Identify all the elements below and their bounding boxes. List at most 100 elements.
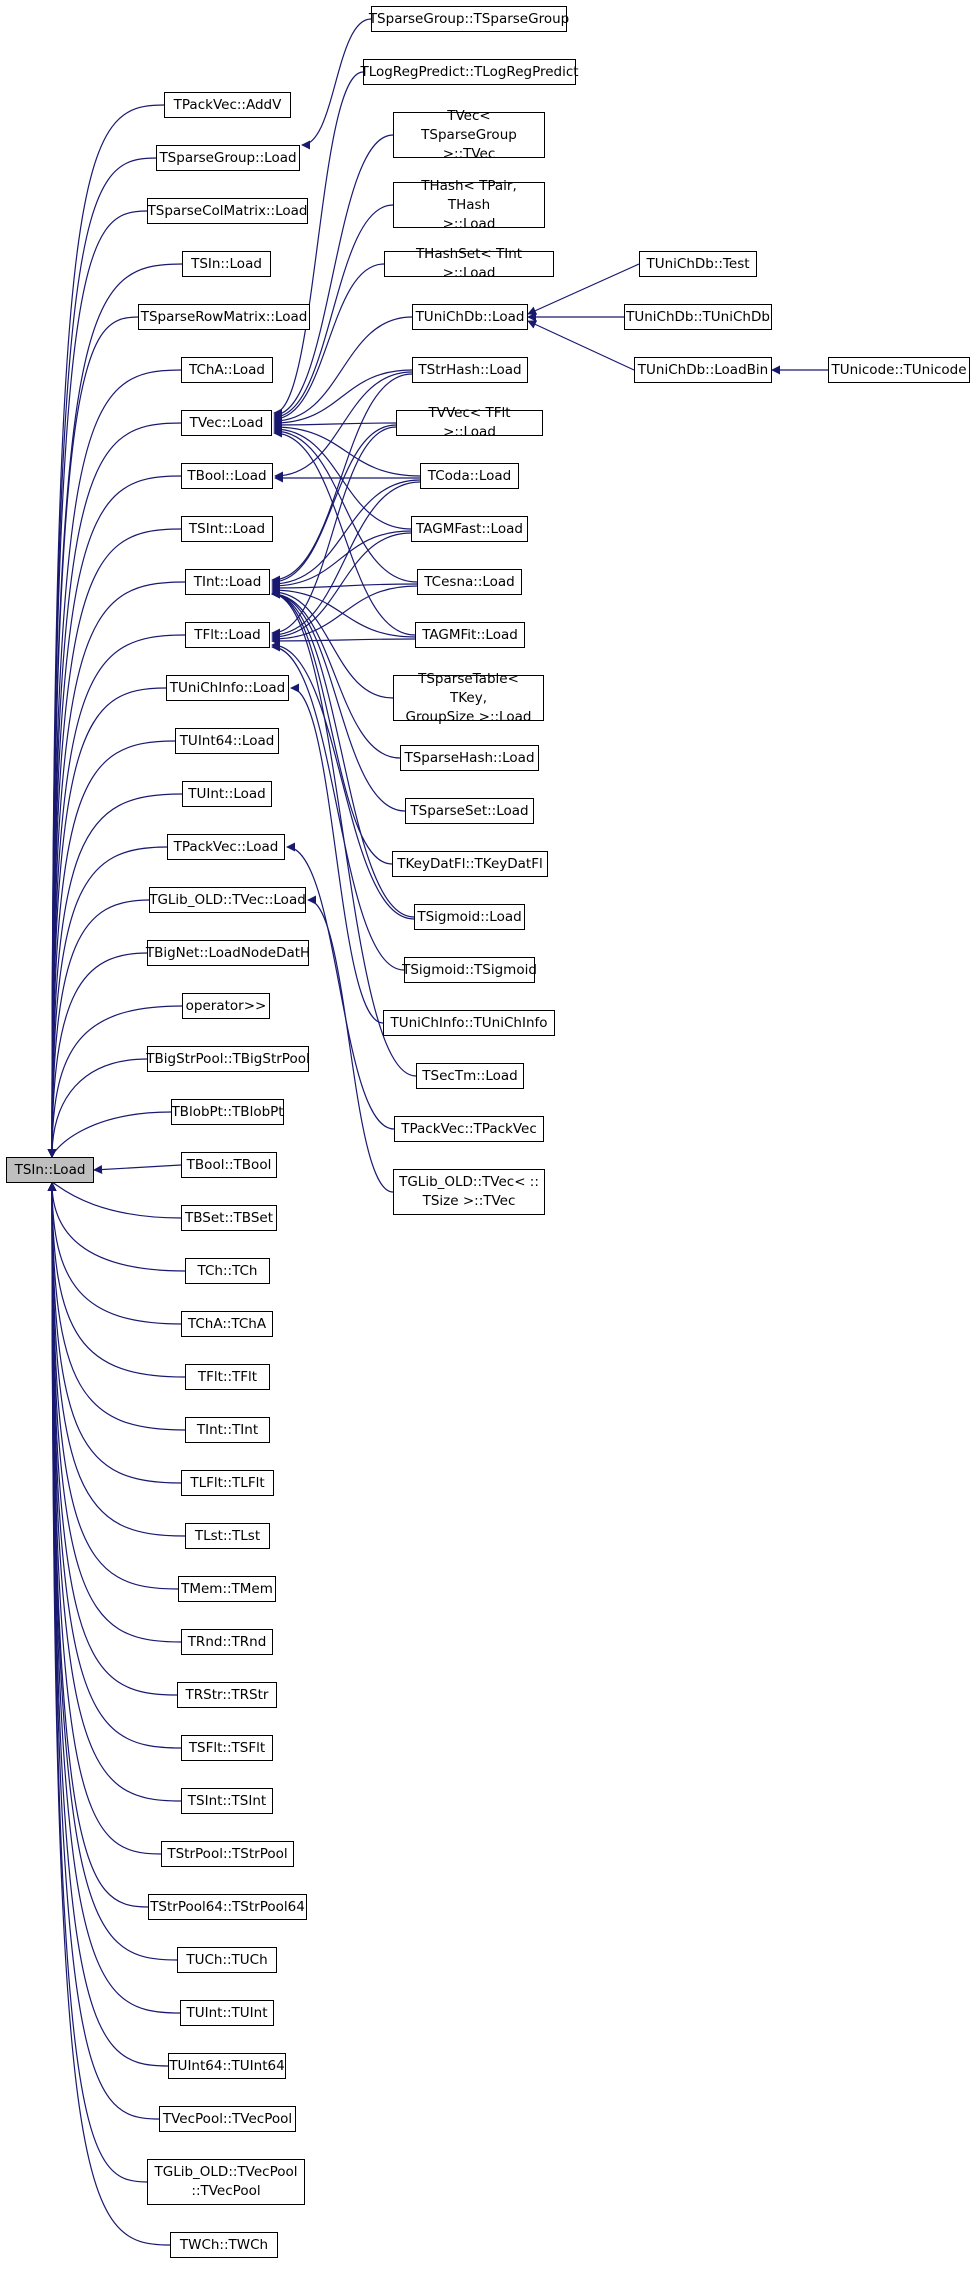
node-tsflt-tsflt[interactable]: TSFlt::TSFlt: [181, 1735, 273, 1761]
node-tglib-old-tvec-size-tvec[interactable]: TGLib_OLD::TVec< :: TSize >::TVec: [393, 1169, 545, 1215]
node-tsin-load-2[interactable]: TSIn::Load: [182, 251, 271, 277]
node-tcesna-load[interactable]: TCesna::Load: [417, 569, 522, 595]
node-tpackvec-addv[interactable]: TPackVec::AddV: [164, 92, 291, 118]
edge-tvec-tsg: [273, 134, 394, 420]
node-tunichinfo-tunichinfo[interactable]: TUniChInfo::TUniChInfo: [383, 1010, 555, 1036]
node-tsectm-load[interactable]: TSecTm::Load: [416, 1063, 524, 1089]
node-tmem-tmem[interactable]: TMem::TMem: [178, 1576, 276, 1602]
node-tagmfit-load[interactable]: TAGMFit::Load: [415, 622, 525, 648]
node-tvec-tsparsegroup-tvec[interactable]: TVec< TSparseGroup >::TVec: [393, 108, 545, 162]
node-tcha-load[interactable]: TChA::Load: [181, 357, 273, 383]
node-tsparsegroup-tsparsegroup[interactable]: TSparseGroup::TSparseGroup: [369, 6, 569, 32]
node-tsparsecolmatrix-load[interactable]: TSparseColMatrix::Load: [147, 198, 308, 224]
node-tvvec-tflt-load[interactable]: TVVec< TFlt >::Load: [396, 405, 543, 440]
edge-caller-0: [47, 104, 165, 1158]
node-tstrhash-load[interactable]: TStrHash::Load: [412, 357, 528, 383]
node-tbool-load[interactable]: TBool::Load: [181, 463, 273, 489]
node-tsparsehash-load[interactable]: TSparseHash::Load: [400, 745, 539, 771]
node-tunicode-tunicode[interactable]: TUnicode::TUnicode: [828, 357, 970, 383]
node-thashset-tint-load[interactable]: THashSet< TInt >::Load: [384, 246, 554, 281]
edge-tagmfit-tflt: [271, 636, 416, 646]
edge-caller-35: [47, 1182, 178, 1961]
node-tpackvec-tpackvec[interactable]: TPackVec::TPackVec: [394, 1116, 544, 1142]
edge-thash: [273, 204, 394, 422]
node-tsint-tsint[interactable]: TSInt::TSInt: [181, 1788, 273, 1814]
node-tblobpt-tblobpt[interactable]: TBlobPt::TBlobPt: [171, 1099, 284, 1125]
node-tlflt-tlflt[interactable]: TLFlt::TLFlt: [181, 1470, 274, 1496]
edge-thashset: [273, 263, 385, 424]
edge-caller-38: [47, 1182, 160, 2120]
node-tuint-tuint[interactable]: TUInt::TUInt: [180, 2000, 274, 2026]
node-tbigstrpool-tbigstrpool[interactable]: TBigStrPool::TBigStrPool: [146, 1046, 310, 1072]
node-tcoda-load[interactable]: TCoda::Load: [420, 463, 519, 489]
edge-tsg-tsg: [301, 18, 372, 150]
node-tlst-tlst[interactable]: TLst::TLst: [185, 1523, 270, 1549]
node-tunichdb-test[interactable]: TUniChDb::Test: [639, 251, 757, 277]
edge-tstrhash-tbool: [274, 371, 413, 481]
node-tsint-load[interactable]: TSInt::Load: [181, 516, 273, 542]
edge-caller-13: [47, 793, 183, 1158]
edge-caller-16: [47, 952, 148, 1158]
node-trnd-trnd[interactable]: TRnd::TRnd: [181, 1629, 273, 1655]
edge-tcesna-tflt: [271, 585, 418, 644]
node-tbool-tbool[interactable]: TBool::TBool: [181, 1152, 277, 1178]
node-tsigmoid-tsigmoid[interactable]: TSigmoid::TSigmoid: [402, 957, 537, 983]
node-tglib-old-tvecpool[interactable]: TGLib_OLD::TVecPool ::TVecPool: [147, 2159, 305, 2205]
edge-caller-26: [47, 1182, 182, 1484]
edge-tsigmoid2-tflt: [271, 642, 405, 971]
edge-tkeydatfl-tint: [271, 589, 393, 865]
node-twch-twch[interactable]: TWCh::TWCh: [170, 2232, 278, 2258]
edge-tcoda-tvec: [273, 422, 421, 477]
node-tagmfast-load[interactable]: TAGMFast::Load: [411, 516, 528, 542]
node-tglib-old-tvec-load[interactable]: TGLib_OLD::TVec::Load: [149, 887, 306, 913]
node-thash-tpair-load[interactable]: THash< TPair, THash >::Load: [393, 178, 545, 232]
node-tint-load[interactable]: TInt::Load: [185, 569, 270, 595]
node-tch-tch[interactable]: TCh::TCh: [185, 1258, 270, 1284]
edge-caller-19: [47, 1111, 172, 1158]
edge-caller-18: [47, 1058, 148, 1158]
node-tsparsetable-load[interactable]: TSparseTable< TKey, GroupSize >::Load: [393, 671, 544, 725]
node-tint-tint[interactable]: TInt::TInt: [185, 1417, 270, 1443]
node-tvecpool-tvecpool[interactable]: TVecPool::TVecPool: [159, 2106, 296, 2132]
edge-tcoda-tflt: [271, 481, 421, 640]
edge-tcoda-tint: [271, 479, 421, 589]
node-tunichinfo-load[interactable]: TUniChInfo::Load: [166, 675, 289, 701]
node-tsparsegroup-load[interactable]: TSparseGroup::Load: [156, 145, 300, 171]
node-tsigmoid-load[interactable]: TSigmoid::Load: [414, 904, 525, 930]
node-tstrpool-tstrpool[interactable]: TStrPool::TStrPool: [161, 1841, 294, 1867]
node-tunichdb-load[interactable]: TUniChDb::Load: [412, 304, 528, 330]
node-tbignet-loadnodedath[interactable]: TBigNet::LoadNodeDatH: [146, 940, 310, 966]
node-tbset-tbset[interactable]: TBSet::TBSet: [181, 1205, 277, 1231]
node-tunichdb-tunichdb[interactable]: TUniChDb::TUniChDb: [624, 304, 772, 330]
node-tflt-load[interactable]: TFlt::Load: [185, 622, 270, 648]
edge-caller-17: [47, 1005, 183, 1158]
node-trstr-trstr[interactable]: TRStr::TRStr: [177, 1682, 277, 1708]
edge-caller-24: [47, 1182, 186, 1378]
node-tsparseset-load[interactable]: TSparseSet::Load: [405, 798, 534, 824]
node-tuint64-tuint64[interactable]: TUInt64::TUInt64: [168, 2053, 286, 2079]
edge-caller-32: [47, 1182, 182, 1802]
edge-tunichdb-load: [273, 316, 413, 426]
node-tvec-load[interactable]: TVec::Load: [181, 410, 272, 436]
edge-tsigmoid-tflt: [271, 640, 415, 920]
node-tsparserowmatrix-load[interactable]: TSparseRowMatrix::Load: [138, 304, 310, 330]
edge-tagmfast-tflt: [271, 532, 412, 642]
edge-caller-22: [47, 1182, 186, 1272]
node-tuint-load[interactable]: TUInt::Load: [182, 781, 272, 807]
node-operator-shift[interactable]: operator>>: [182, 993, 270, 1019]
node-tflt-tflt[interactable]: TFlt::TFlt: [185, 1364, 270, 1390]
node-tpackvec-load[interactable]: TPackVec::Load: [167, 834, 285, 860]
node-tuint64-load[interactable]: TUInt64::Load: [175, 728, 279, 754]
node-tstrpool64-tstrpool64[interactable]: TStrPool64::TStrPool64: [148, 1894, 307, 1920]
node-tunichdb-loadbin[interactable]: TUniChDb::LoadBin: [634, 357, 772, 383]
edge-loadbin-load: [527, 320, 635, 371]
node-tcha-tcha[interactable]: TChA::TChA: [181, 1311, 273, 1337]
edge-caller-40: [47, 1182, 171, 2246]
edge-tsparseset-tint: [271, 589, 406, 812]
node-tuch-tuch[interactable]: TUCh::TUCh: [177, 1947, 277, 1973]
edge-tagmfast-tvec: [273, 424, 412, 530]
node-tkeydatfl-tkeydatfl[interactable]: TKeyDatFl::TKeyDatFl: [392, 851, 548, 877]
node-tlogregpredict-tlogregpredict[interactable]: TLogRegPredict::TLogRegPredict: [360, 59, 579, 85]
